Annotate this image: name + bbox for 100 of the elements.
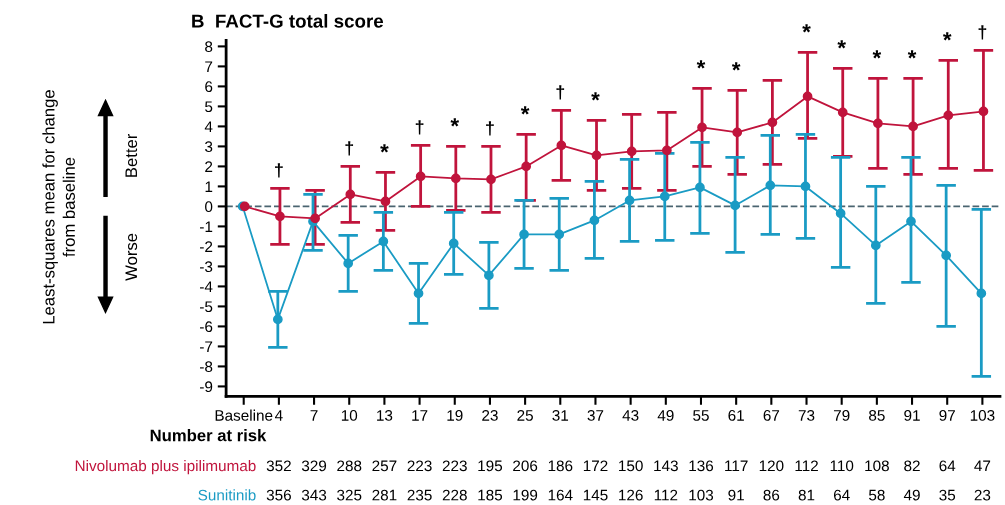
y-tick-label: 4	[204, 121, 213, 132]
y-tick-label: -8	[200, 361, 213, 373]
point	[415, 171, 426, 182]
annotation: †	[486, 121, 494, 136]
annotation: †	[556, 85, 565, 100]
y-tick-label: -5	[200, 301, 213, 313]
point	[519, 229, 529, 240]
point	[941, 250, 952, 261]
y-tick-label: -9	[200, 381, 213, 393]
annotation: *	[907, 50, 917, 59]
y-tick-label: -1	[200, 221, 213, 232]
point	[275, 211, 285, 222]
annotation: *	[696, 60, 706, 69]
point	[484, 270, 494, 281]
point	[554, 229, 565, 240]
point	[802, 91, 813, 102]
annotation: *	[837, 40, 846, 49]
chart-title: B FACT-G total score	[192, 13, 384, 28]
y-tick-label: 3	[205, 141, 213, 153]
point	[413, 288, 424, 299]
point	[378, 236, 389, 247]
point	[870, 240, 881, 251]
point	[697, 122, 707, 133]
point	[978, 106, 989, 117]
y-tick-label: -3	[200, 261, 213, 273]
point	[662, 145, 672, 156]
x-tick-label: 25	[517, 410, 533, 421]
point	[732, 127, 743, 138]
annotation: †	[345, 141, 354, 156]
point	[976, 288, 987, 299]
point	[800, 181, 811, 192]
x-tick-label: 79	[833, 410, 850, 421]
annotation: *	[942, 32, 952, 41]
point	[448, 238, 459, 249]
text: Least-squares mean for change from baseline	[42, 90, 75, 324]
point	[591, 150, 602, 161]
y-tick-label: 0	[205, 201, 213, 213]
point	[730, 200, 740, 211]
point	[380, 196, 391, 207]
text: 352 329 288 257 223 223 195 206 186 172 150 143 136 117 120 112 110 108 82 64 47	[266, 460, 991, 472]
text: Better	[125, 133, 138, 177]
y-tick-label: 7	[205, 61, 213, 72]
point	[272, 314, 283, 325]
annotation: *	[450, 118, 460, 127]
point	[486, 174, 496, 185]
x-tick-label: 85	[869, 410, 885, 421]
point	[767, 117, 778, 128]
point	[345, 189, 356, 200]
annotation: *	[872, 50, 882, 59]
y-tick-label: -6	[200, 321, 213, 333]
point	[765, 180, 776, 191]
x-tick-label: 67	[763, 410, 780, 421]
x-tick-label: 61	[728, 410, 744, 421]
annotation: *	[731, 62, 741, 71]
y-tick-label: 1	[205, 181, 213, 192]
x-tick-label: 19	[447, 410, 463, 421]
x-tick-label: 91	[904, 410, 920, 421]
point	[556, 140, 567, 151]
x-tick-label: 55	[693, 410, 709, 421]
x-tick-label: 37	[587, 410, 604, 421]
point	[343, 258, 354, 269]
text: Nivolumab plus ipilimumab	[75, 460, 256, 475]
annotation: †	[275, 163, 283, 178]
x-tick-label: 103	[970, 410, 995, 421]
x-tick-label: 49	[657, 410, 674, 421]
x-tick-label: 73	[798, 410, 815, 421]
point	[626, 146, 637, 157]
point	[837, 107, 848, 118]
point	[906, 216, 916, 227]
point	[873, 118, 883, 129]
point	[589, 215, 600, 226]
point	[450, 173, 461, 184]
annotation: †	[415, 120, 424, 135]
text: 356 343 325 281 235 228 185 199 164 145 126 112 103 91 86 81 64 58 49 35 23	[266, 489, 991, 501]
point	[908, 121, 918, 132]
text: Sunitinib	[198, 489, 256, 501]
annotation: †	[978, 25, 987, 40]
x-tick-label: 4	[274, 410, 283, 421]
y-tick-label: 6	[205, 81, 213, 93]
y-tick-label: -4	[200, 281, 213, 292]
x-tick-label: 13	[377, 410, 393, 421]
point	[695, 182, 705, 193]
point	[835, 208, 846, 219]
x-tick-label: 97	[939, 410, 955, 421]
point	[943, 110, 954, 121]
y-tick-label: -7	[200, 341, 213, 352]
text: Worse	[125, 233, 138, 281]
x-tick-label: 31	[552, 410, 569, 421]
annotation: *	[802, 24, 811, 33]
annotation: *	[520, 106, 530, 115]
point	[659, 191, 670, 202]
annotation: *	[380, 144, 389, 153]
x-tick-label: 17	[412, 410, 428, 421]
x-tick-label: 23	[482, 410, 498, 421]
y-tick-label: -2	[200, 241, 213, 252]
point	[624, 195, 635, 206]
point	[521, 161, 532, 172]
x-tick-label: 10	[341, 410, 358, 421]
x-tick-label: 43	[622, 410, 639, 421]
text: Number at risk	[150, 429, 267, 442]
